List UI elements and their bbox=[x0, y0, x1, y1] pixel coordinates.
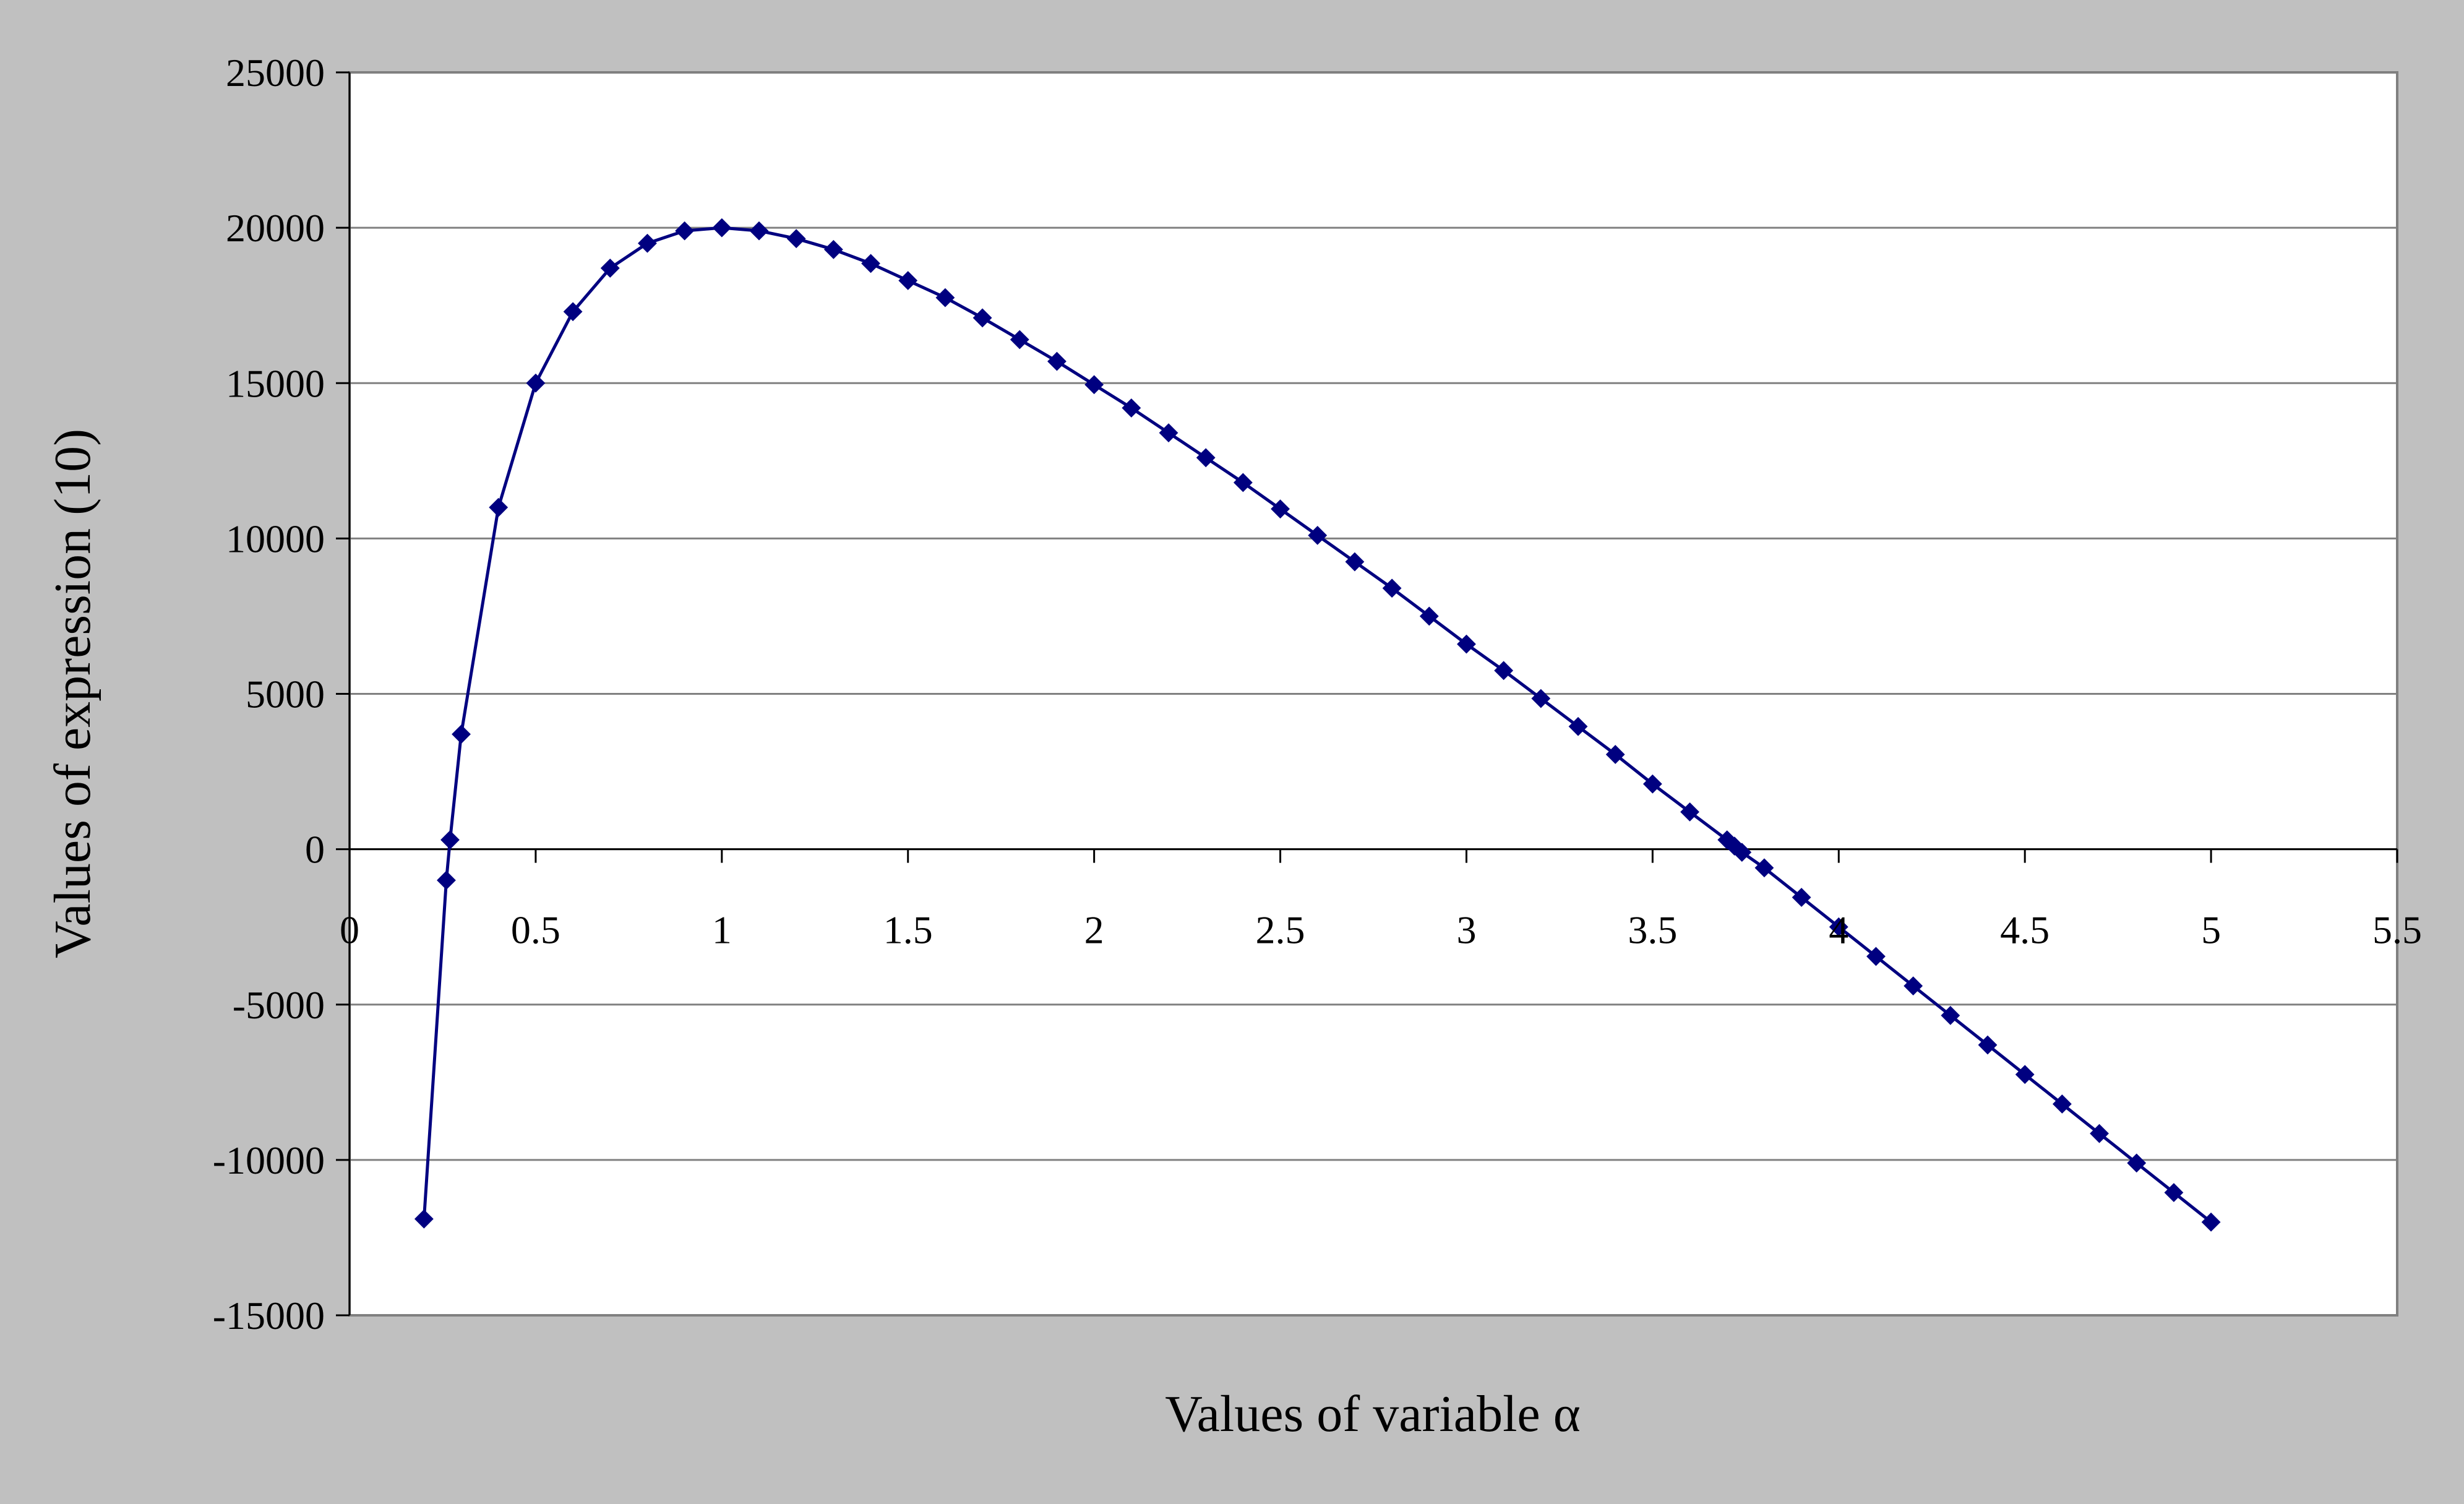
data-point-marker bbox=[2201, 1212, 2221, 1232]
data-point-marker bbox=[972, 308, 992, 328]
data-point-marker bbox=[935, 288, 955, 307]
data-point-marker bbox=[749, 221, 769, 241]
data-point-marker bbox=[1754, 858, 1774, 878]
data-point-marker bbox=[1904, 976, 1923, 996]
y-tick-label: -15000 bbox=[213, 1294, 325, 1338]
data-point-marker bbox=[823, 239, 843, 259]
data-point-marker bbox=[2164, 1183, 2184, 1203]
data-point-marker bbox=[1084, 375, 1104, 395]
data-point-marker bbox=[1122, 398, 1141, 418]
data-point-marker bbox=[898, 271, 918, 290]
data-point-marker bbox=[786, 229, 806, 249]
data-point-marker bbox=[2015, 1065, 2035, 1085]
data-point-marker bbox=[2090, 1124, 2109, 1143]
data-point-marker bbox=[1792, 888, 1811, 907]
data-point-marker bbox=[1680, 802, 1699, 822]
data-point-marker bbox=[1829, 917, 1848, 937]
data-point-marker bbox=[1978, 1035, 1998, 1055]
x-tick-label: 1 bbox=[712, 908, 732, 952]
x-tick-label: 5.5 bbox=[2372, 908, 2422, 952]
axes bbox=[336, 71, 2398, 1317]
data-point-marker bbox=[1457, 634, 1476, 654]
data-point-marker bbox=[1605, 745, 1625, 764]
data-point-marker bbox=[1345, 552, 1365, 572]
data-point-marker bbox=[1494, 661, 1514, 681]
x-tick-label: 5 bbox=[2201, 908, 2221, 952]
data-point-marker bbox=[1159, 423, 1178, 443]
data-point-marker bbox=[2127, 1153, 2147, 1173]
y-tick-label: 25000 bbox=[226, 51, 325, 95]
y-tick-label: 10000 bbox=[226, 517, 325, 561]
data-point-marker bbox=[1047, 351, 1067, 371]
data-point-marker bbox=[563, 302, 583, 322]
x-axis-title: Values of variable α bbox=[1165, 1385, 1580, 1443]
data-point-marker bbox=[437, 870, 456, 890]
x-tick-label: 0 bbox=[340, 908, 359, 952]
x-tick-label: 2 bbox=[1084, 908, 1104, 952]
data-point-marker bbox=[1419, 606, 1439, 626]
data-point-marker bbox=[1010, 330, 1029, 350]
data-point-marker bbox=[600, 259, 620, 278]
data-point-marker bbox=[1866, 947, 1886, 966]
x-tick-label: 0.5 bbox=[511, 908, 560, 952]
data-point-marker bbox=[452, 724, 471, 744]
x-tick-label: 1.5 bbox=[883, 908, 933, 952]
y-tick-label: -10000 bbox=[213, 1138, 325, 1182]
data-point-marker bbox=[675, 221, 695, 241]
data-point-marker bbox=[1382, 578, 1402, 598]
y-tick-label: 0 bbox=[305, 828, 325, 872]
data-point-marker bbox=[526, 373, 546, 393]
data-point-marker bbox=[2052, 1094, 2072, 1114]
x-tick-label: 4 bbox=[1829, 908, 1848, 952]
data-point-marker bbox=[1568, 716, 1588, 736]
data-series bbox=[414, 218, 2221, 1232]
data-point-marker bbox=[712, 218, 732, 238]
data-point-marker bbox=[861, 254, 880, 273]
data-point-marker bbox=[1642, 774, 1662, 794]
y-tick-label: 15000 bbox=[226, 361, 325, 405]
data-point-marker bbox=[638, 233, 657, 253]
data-point-marker bbox=[1196, 448, 1216, 468]
data-point-marker bbox=[1308, 525, 1328, 545]
data-point-marker bbox=[1732, 843, 1752, 862]
y-axis-title: Values of expression (10) bbox=[44, 429, 101, 958]
data-point-marker bbox=[440, 830, 460, 849]
data-point-marker bbox=[414, 1209, 434, 1229]
x-tick-label: 4.5 bbox=[2000, 908, 2050, 952]
data-point-marker bbox=[1941, 1005, 1960, 1025]
data-point-marker bbox=[1271, 499, 1290, 519]
data-point-marker bbox=[1233, 473, 1253, 492]
data-point-marker bbox=[1531, 689, 1551, 708]
x-tick-label: 3 bbox=[1456, 908, 1476, 952]
x-tick-label: 2.5 bbox=[1256, 908, 1305, 952]
y-tick-label: 5000 bbox=[246, 673, 325, 716]
tick-labels: -15000-10000-500005000100001500020000250… bbox=[213, 51, 2422, 1338]
data-point-marker bbox=[489, 497, 509, 517]
grid-lines bbox=[350, 226, 2397, 1161]
y-tick-label: 20000 bbox=[226, 206, 325, 250]
x-tick-label: 3.5 bbox=[1628, 908, 1677, 952]
y-tick-label: -5000 bbox=[233, 983, 325, 1027]
